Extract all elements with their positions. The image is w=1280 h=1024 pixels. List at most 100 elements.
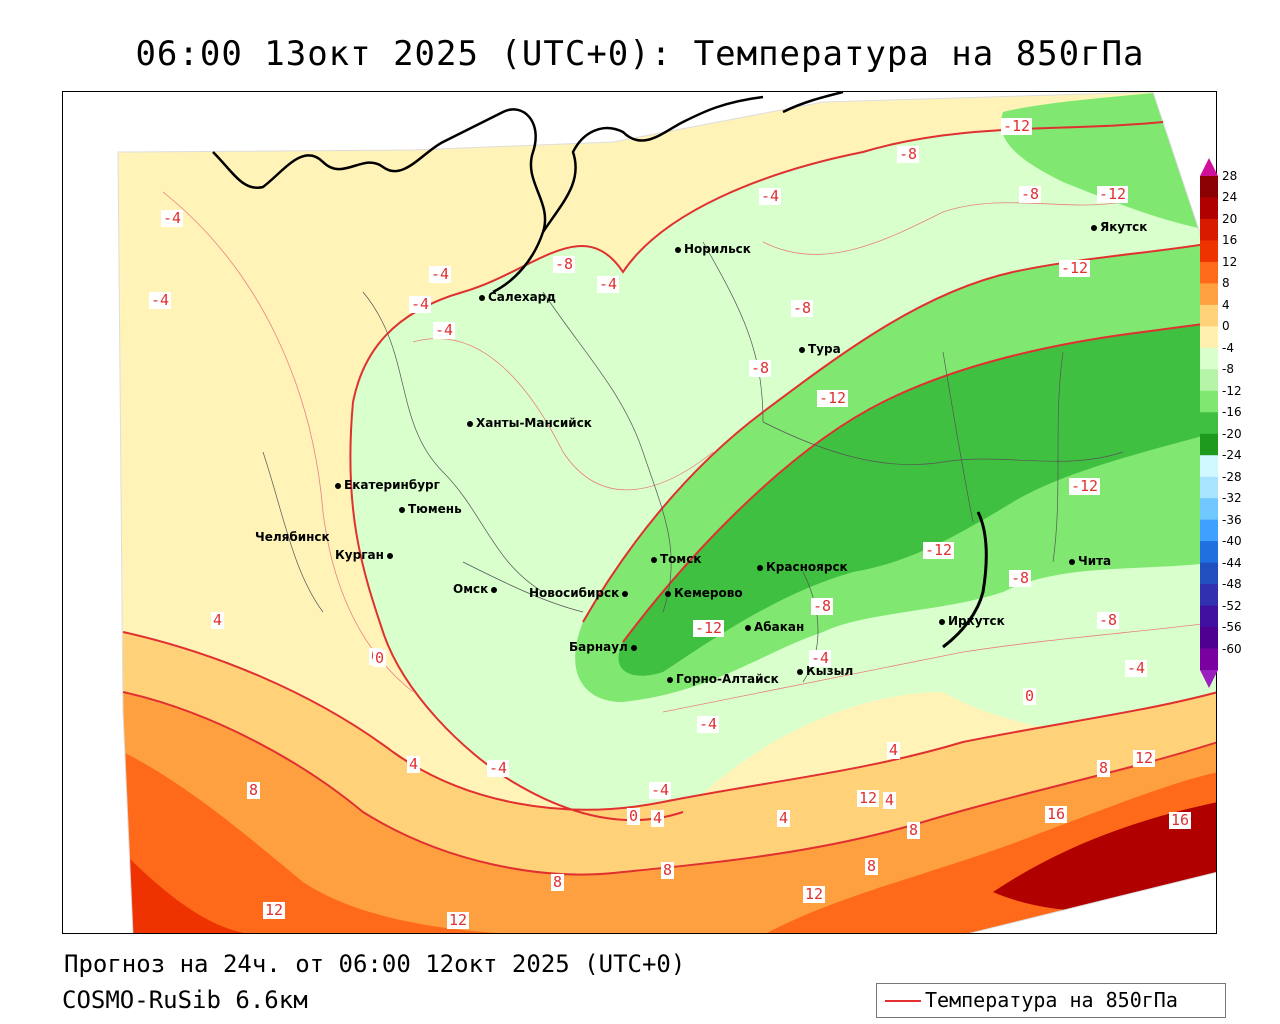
contour-value-label: 4 [211,611,225,629]
colorbar-tick-label: -8 [1222,362,1234,377]
colorbar-swatch [1200,197,1218,220]
city-khanty-mansiysk: Ханты-Мансийск [467,416,592,430]
temperature-map[interactable]: Норильск Якутск Салехард Тура Ханты-Манс… [62,91,1217,934]
city-yekaterinburg: Екатеринбург [335,478,440,492]
contour-value-label: 4 [777,809,791,827]
colorbar-tick-label: -60 [1222,641,1242,656]
city-barnaul: Барнаул [569,640,637,654]
contour-value-label: 4 [883,791,897,809]
contour-value-label: 12 [263,901,286,919]
contour-value-label: -4 [149,291,172,309]
colorbar-tick-label: -40 [1222,534,1242,549]
colorbar-bottom-arrow [1200,670,1218,688]
contour-value-label: -8 [897,145,920,163]
colorbar [1200,158,1218,688]
contour-value-label: 4 [887,741,901,759]
isotherm-thin-lines [162,191,1216,713]
colorbar-tick-label: -52 [1222,598,1242,613]
contour-value-label: 8 [907,821,921,839]
city-krasnoyarsk: Красноярск [757,560,848,574]
contour-value-label: -4 [433,321,456,339]
contour-value-label: 8 [551,873,565,891]
contour-value-label: -8 [553,255,576,273]
city-yakutsk: Якутск [1091,220,1147,234]
colorbar-tick-label: -12 [1222,383,1242,398]
contour-value-label: -12 [693,619,725,637]
colorbar-swatch [1200,627,1218,650]
contour-value-label: 0 [373,649,387,667]
contour-value-label: 8 [661,861,675,879]
colorbar-tick-label: -16 [1222,405,1242,420]
city-irkutsk: Иркутск [939,614,1005,628]
colorbar-swatch [1200,326,1218,349]
colorbar-tick-label: 28 [1222,169,1238,183]
colorbar-swatch [1200,455,1218,478]
contour-value-label: -12 [923,541,955,559]
contour-value-label: -12 [1059,259,1091,277]
colorbar-swatch [1200,433,1218,456]
coastline [212,92,844,294]
contour-value-label: 16 [1169,811,1192,829]
contour-value-label: -12 [817,389,849,407]
contour-value-label: -12 [1097,185,1129,203]
zone-very-cold [618,322,1216,676]
contour-value-label: -4 [697,715,720,733]
forecast-info: Прогноз на 24ч. от 06:00 12окт 2025 (UTC… [64,950,686,978]
colorbar-swatch [1200,605,1218,628]
colorbar-swatch [1200,648,1218,671]
city-novosibirsk: Новосибирск [529,586,629,600]
city-tura: Тура [799,342,841,356]
contour-value-label: -8 [811,597,834,615]
zone-hot-sw [123,752,563,933]
legend-label: Температура на 850гПа [925,988,1178,1012]
colorbar-tick-label: -4 [1222,340,1234,355]
city-norilsk: Норильск [675,242,751,256]
contour-value-label: 8 [247,781,261,799]
contour-value-label: 0 [627,807,641,825]
city-abakan: Абакан [745,620,804,634]
colorbar-tick-label: 20 [1222,211,1238,226]
city-chelyabinsk: Челябинск [255,530,330,544]
contour-value-label: 12 [447,911,470,929]
city-kemerovo: Кемерово [665,586,743,600]
colorbar-top-arrow [1200,158,1218,176]
colorbar-tick-label: -36 [1222,512,1242,527]
contour-value-label: -8 [791,299,814,317]
colorbar-swatch [1200,176,1218,198]
colorbar-swatch [1200,369,1218,392]
colorbar-swatch [1200,304,1218,327]
contour-value-label: 8 [865,857,879,875]
colorbar-tick-label: -20 [1222,426,1242,441]
colorbar-swatch [1200,562,1218,585]
colorbar-swatch [1200,347,1218,370]
city-salekhard: Салехард [479,290,556,304]
contour-value-label: -8 [1097,611,1120,629]
model-name: COSMO-RuSib 6.6км [62,986,308,1014]
colorbar-tick-label: -56 [1222,620,1242,635]
map-canvas [63,92,1216,933]
contour-value-label: 12 [857,789,880,807]
city-tomsk: Томск [651,552,702,566]
colorbar-swatch [1200,240,1218,263]
contour-value-label: 12 [1133,749,1156,767]
lake-baikal [942,511,988,649]
colorbar-tick-label: 16 [1222,233,1238,248]
contour-value-label: -8 [1019,185,1042,203]
colorbar-tick-label: -24 [1222,448,1242,463]
zone-hot-corner [123,852,263,933]
city-gorno-altaysk: Горно-Алтайск [667,672,779,686]
legend-line-swatch [885,1000,921,1002]
colorbar-swatch [1200,261,1218,284]
colorbar-swatch [1200,218,1218,241]
colorbar-tick-label: -28 [1222,469,1242,484]
contour-value-label: 4 [407,755,421,773]
city-omsk: Омск [453,582,498,596]
colorbar-tick-label: -48 [1222,577,1242,592]
colorbar-swatch [1200,519,1218,542]
contour-value-label: -12 [1001,117,1033,135]
colorbar-tick-label: 0 [1222,319,1230,334]
contour-value-label: -4 [161,209,184,227]
colorbar-swatch [1200,412,1218,435]
colorbar-tick-label: 4 [1222,297,1230,312]
contour-value-label: -12 [1069,477,1101,495]
